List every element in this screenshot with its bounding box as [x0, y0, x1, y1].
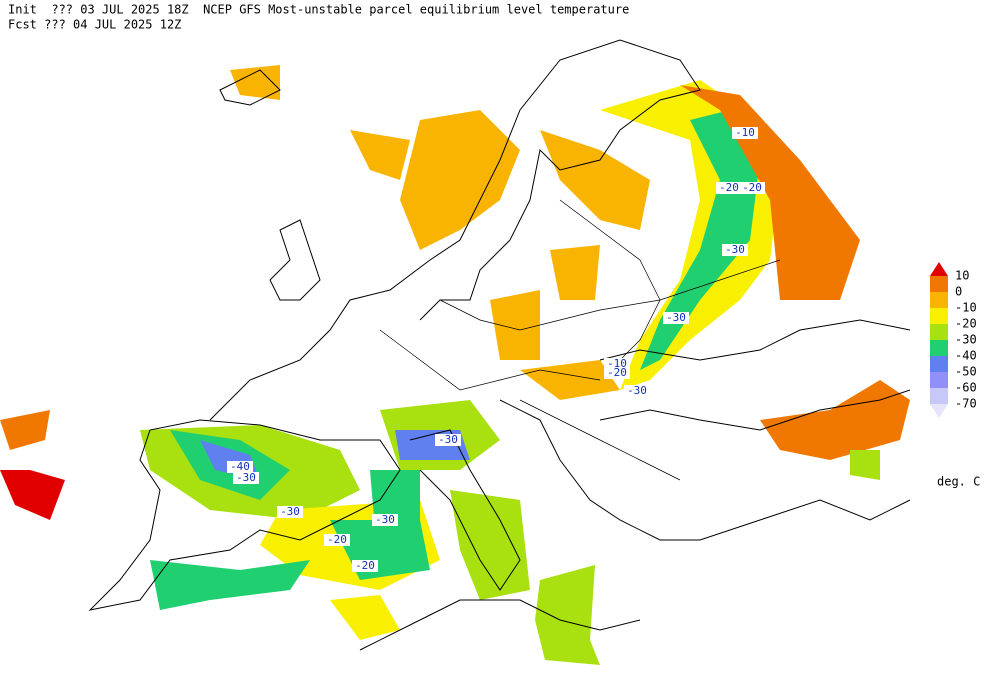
contour-label-bg [663, 312, 689, 324]
legend-unit: deg. C [937, 475, 980, 489]
legend-triangle [930, 262, 948, 276]
contour-label: -20 [719, 181, 739, 194]
legend-label: -10 [955, 301, 977, 315]
borders [379, 199, 781, 481]
legend-label: 0 [955, 285, 962, 299]
legend: 10 0 -10 -20 -30 -40 -50 -60 -70 [930, 262, 977, 418]
legend-label: -20 [955, 317, 977, 331]
contour-label: -30 [666, 311, 686, 324]
contour-label: -30 [375, 513, 395, 526]
legend-label: 10 [955, 269, 969, 283]
contour-label-bg [722, 244, 748, 256]
legend-label: -70 [955, 397, 977, 411]
contour-label-bg [732, 127, 758, 139]
contour-label: -30 [725, 243, 745, 256]
contour-label-bg [324, 534, 350, 546]
coastlines [88, 39, 911, 651]
contour-label: -20 [355, 559, 375, 572]
legend-label: -30 [955, 333, 977, 347]
contour-label: -40 [230, 460, 250, 473]
contour-label-bg [739, 182, 765, 194]
legend-triangle [930, 404, 948, 418]
contour-label: -30 [438, 433, 458, 446]
fields [0, 65, 910, 665]
legend-swatch [930, 324, 948, 340]
legend-label: -40 [955, 349, 977, 363]
legend-swatch [930, 308, 948, 324]
contour-label: -20 [742, 181, 762, 194]
contour-label: -10 [607, 357, 627, 370]
contour-label-bg [277, 506, 303, 518]
contour-label-bg [352, 560, 378, 572]
contour-label-bg [604, 367, 630, 379]
contour-label-bg [716, 182, 742, 194]
contour-label-bg [227, 461, 253, 473]
legend-swatch [930, 276, 948, 292]
legend-swatch [930, 372, 948, 388]
contour-label: -20 [327, 533, 347, 546]
contour-labels: -10-20 -20-30-30-10-20-30-30-40-30-30-30-… [227, 126, 765, 572]
legend-label: -60 [955, 381, 977, 395]
legend-swatch [930, 356, 948, 372]
contour-label-bg [233, 472, 259, 484]
contour-label: -10 [735, 126, 755, 139]
contour-label: -30 [627, 384, 647, 397]
header-line2: Fcst ??? 04 JUL 2025 12Z [8, 18, 181, 32]
legend-swatch [930, 340, 948, 356]
legend-swatch [930, 292, 948, 308]
legend-swatch [930, 388, 948, 404]
contour-label-bg [372, 514, 398, 526]
contour-label-bg [435, 434, 461, 446]
contour-label: -20 [607, 366, 627, 379]
contour-label: -30 [280, 505, 300, 518]
legend-label: -50 [955, 365, 977, 379]
contour-label-bg [624, 385, 650, 397]
contour-label: -30 [236, 471, 256, 484]
header-line1: Init ??? 03 JUL 2025 18Z NCEP GFS Most-u… [8, 3, 629, 17]
